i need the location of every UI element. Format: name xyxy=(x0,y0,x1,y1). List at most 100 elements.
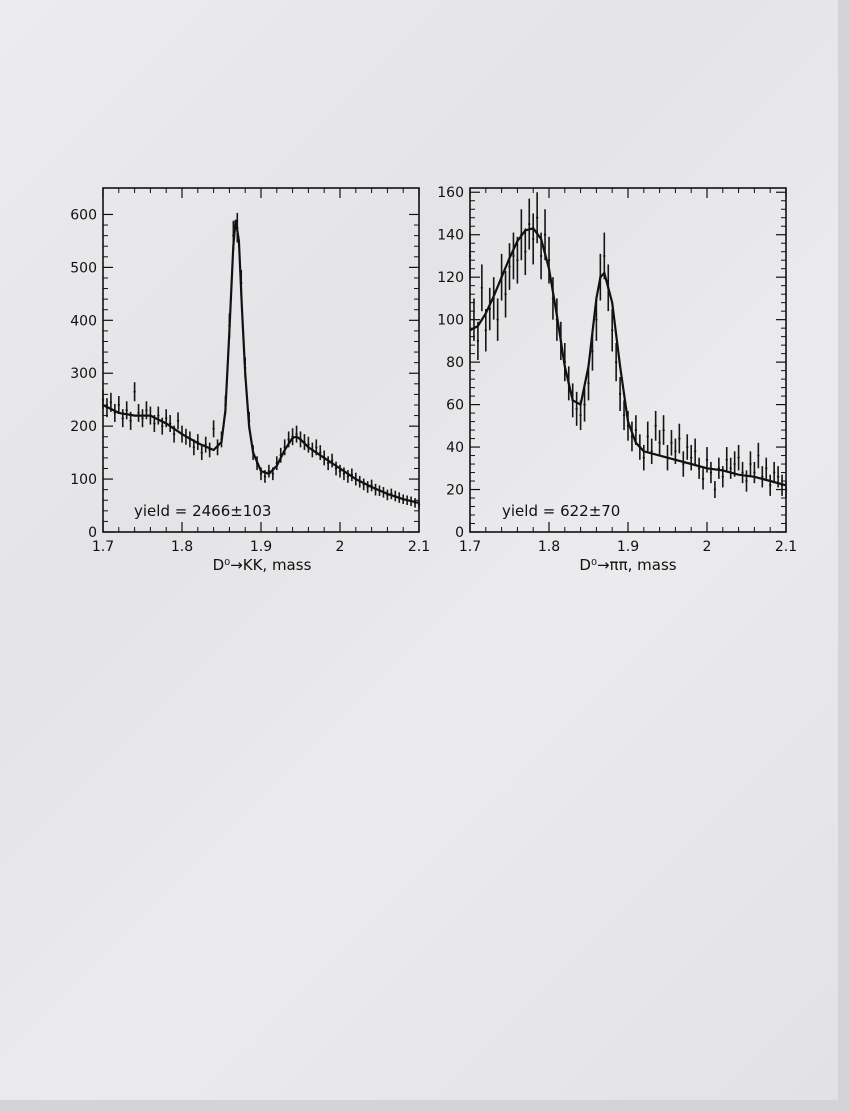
data-point xyxy=(109,401,113,404)
y-tick-label: 160 xyxy=(437,185,464,201)
data-points xyxy=(468,192,788,499)
data-point xyxy=(200,451,203,454)
data-point xyxy=(761,475,764,478)
data-point xyxy=(145,409,148,412)
y-tick-label: 80 xyxy=(446,355,464,371)
fit-curve xyxy=(102,219,420,504)
data-point xyxy=(709,471,713,474)
data-point xyxy=(749,462,752,466)
y-tick-label: 20 xyxy=(446,483,464,499)
data-point xyxy=(642,456,645,459)
data-point xyxy=(765,467,768,470)
data-point xyxy=(259,472,263,475)
data-point xyxy=(472,318,476,321)
data-point xyxy=(678,437,681,440)
data-point xyxy=(634,428,638,432)
data-point xyxy=(508,265,511,268)
data-point xyxy=(504,292,507,296)
data-point xyxy=(733,462,736,466)
data-point xyxy=(705,458,709,462)
data-point xyxy=(157,414,160,417)
data-point xyxy=(539,254,543,258)
data-point xyxy=(334,467,338,470)
data-point xyxy=(745,479,748,483)
data-point xyxy=(591,350,594,353)
data-point xyxy=(528,222,531,226)
data-point xyxy=(725,458,728,462)
x-tick-label: 2.1 xyxy=(775,539,797,555)
data-point xyxy=(721,475,724,478)
y-tick-label: 0 xyxy=(455,525,464,541)
x-tick-label: 1.9 xyxy=(250,539,272,555)
data-point xyxy=(168,422,172,425)
data-point xyxy=(693,450,697,453)
data-point xyxy=(212,427,215,430)
data-point xyxy=(315,446,318,449)
x-tick-labels: 1.7 1.8 1.9 2 2.1 xyxy=(459,539,797,555)
data-point xyxy=(480,286,484,290)
pipi-mass-chart: 0 20 40 60 80 100 120 140 160 1.7 1.8 1.9 2 2.1 yiel… xyxy=(437,185,797,574)
data-point xyxy=(319,451,322,454)
data-point xyxy=(776,475,780,478)
data-point xyxy=(686,445,689,449)
data-point xyxy=(575,407,578,411)
data-point xyxy=(595,318,598,321)
data-point xyxy=(532,237,535,241)
axis-ticks xyxy=(469,188,787,533)
y-tick-label: 100 xyxy=(70,472,97,488)
yield-annotation: yield = 622±70 xyxy=(502,502,620,520)
data-point xyxy=(772,471,776,474)
fit-curve xyxy=(469,227,787,487)
x-tick-label: 1.7 xyxy=(92,539,114,555)
data-point xyxy=(737,456,740,459)
kk-mass-chart: 0 100 200 300 400 500 600 1.7 1.8 1.9 2 2.1 yield … xyxy=(70,187,430,574)
data-point xyxy=(583,403,586,406)
y-tick-label: 600 xyxy=(70,207,97,223)
x-tick-label: 2 xyxy=(703,539,712,555)
data-point xyxy=(769,484,772,487)
data-point xyxy=(476,339,480,343)
x-tick-label: 1.7 xyxy=(459,539,481,555)
x-axis-label: D⁰→ππ, mass xyxy=(579,556,676,574)
data-point xyxy=(611,329,614,332)
y-tick-label: 0 xyxy=(88,525,97,541)
data-point xyxy=(129,419,132,423)
data-point xyxy=(622,414,626,417)
data-point xyxy=(101,398,105,401)
data-point xyxy=(729,467,732,470)
data-point xyxy=(330,459,334,462)
data-point xyxy=(658,441,661,445)
data-point xyxy=(176,419,180,423)
data-point xyxy=(161,424,164,428)
paper-sheet xyxy=(0,0,838,1100)
data-point xyxy=(342,472,346,475)
data-point xyxy=(153,422,156,425)
data-point xyxy=(165,417,168,420)
data-point xyxy=(654,424,657,428)
data-point xyxy=(287,438,290,441)
data-point xyxy=(117,403,121,407)
data-point xyxy=(579,414,582,417)
data-point xyxy=(603,254,606,258)
data-point xyxy=(295,432,298,436)
x-tick-label: 2.1 xyxy=(408,539,430,555)
data-point xyxy=(516,258,519,262)
data-point xyxy=(172,432,176,436)
data-point xyxy=(192,446,196,449)
data-point xyxy=(496,318,499,321)
x-tick-label: 2 xyxy=(336,539,345,555)
x-tick-label: 1.8 xyxy=(538,539,560,555)
y-tick-label: 500 xyxy=(70,260,97,276)
data-point xyxy=(512,254,515,258)
y-tick-label: 100 xyxy=(437,313,464,329)
y-tick-labels: 0 100 200 300 400 500 600 xyxy=(70,207,97,541)
data-point xyxy=(784,488,788,491)
data-point xyxy=(646,435,649,438)
y-tick-label: 40 xyxy=(446,440,464,456)
data-point xyxy=(618,392,622,396)
data-point xyxy=(662,428,665,432)
y-tick-label: 140 xyxy=(437,228,464,244)
data-point xyxy=(670,441,673,445)
data-point xyxy=(587,382,590,385)
